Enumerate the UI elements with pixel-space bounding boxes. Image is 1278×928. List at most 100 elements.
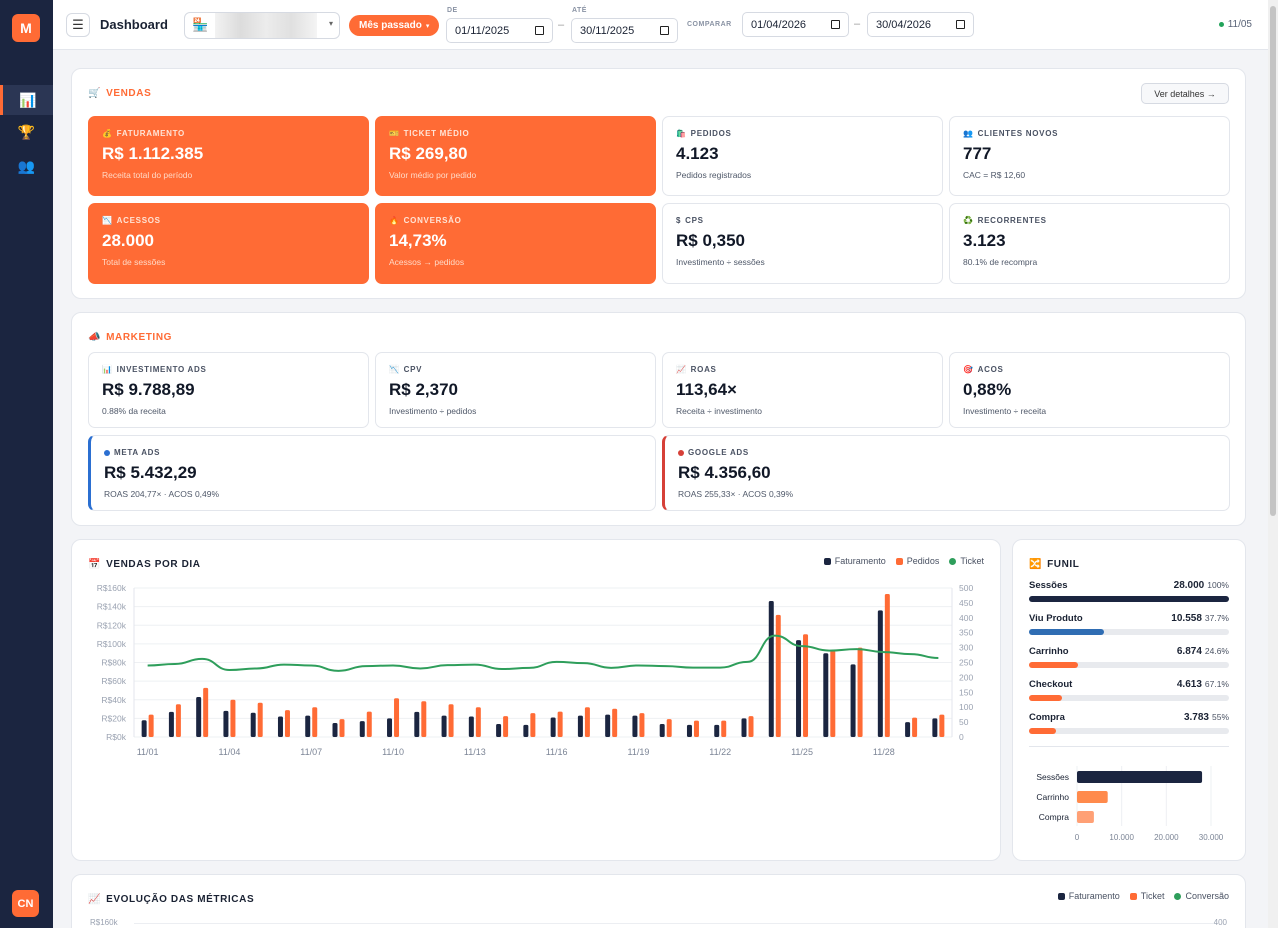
y-right-tick-label: 450	[959, 598, 973, 608]
compare-from-input[interactable]: 01/04/2026	[742, 12, 849, 37]
kpi-value: 4.123	[676, 144, 719, 163]
bar-faturamento	[277, 716, 283, 737]
x-tick-label: 11/28	[873, 747, 895, 757]
compare-separator: –	[854, 18, 861, 30]
funnel-step-count: 4.613	[1176, 679, 1202, 690]
kpi-subtitle: CAC = R$ 12,60	[963, 170, 1026, 180]
date-to-input[interactable]: 30/11/2025	[571, 18, 678, 43]
legend-pedidos[interactable]: Pedidos	[895, 556, 939, 566]
sidebar-item-dashboard[interactable]: 📊	[0, 85, 53, 115]
x-tick-label: 10.000	[1109, 833, 1134, 842]
bar-pedidos	[939, 714, 945, 737]
store-select[interactable]: 🏪 ▾	[184, 12, 340, 39]
view-details-button[interactable]: Ver detalhes →	[1141, 83, 1229, 104]
x-tick-label: 11/16	[546, 747, 568, 757]
bar-pedidos	[693, 720, 699, 737]
kpi-label-text: ACESSOS	[116, 216, 161, 225]
legend-ticket[interactable]: Ticket	[949, 556, 984, 566]
legend-ticket[interactable]: Ticket	[1129, 891, 1164, 901]
x-tick-label: 11/19	[628, 747, 650, 757]
funnel-bar	[1077, 811, 1094, 823]
period-button[interactable]: Mês passado ▾	[349, 15, 440, 36]
y-right-tick-label: 300	[959, 643, 973, 653]
scrollbar[interactable]	[1268, 0, 1278, 928]
kpi-label-text: META ADS	[114, 448, 161, 457]
kpi-pedidos[interactable]: 🛍️ PEDIDOS 4.123 Pedidos registrados	[662, 116, 943, 196]
user-avatar[interactable]: CN	[12, 890, 39, 917]
y-left-tick-label: R$60k	[101, 676, 126, 686]
funnel-step-name: Carrinho	[1029, 646, 1069, 657]
kpi-ticket-medio[interactable]: 🎫 TICKET MÉDIO R$ 269,80 Valor médio por …	[375, 116, 656, 196]
kpi-label: GOOGLE ADS	[678, 448, 1216, 457]
meta-dot-icon	[104, 449, 110, 456]
compare-to-input[interactable]: 30/04/2026	[867, 12, 974, 37]
kpi-cps[interactable]: $ CPS R$ 0,350 Investimento ÷ sessões	[662, 203, 943, 284]
date-to-value: 30/11/2025	[580, 24, 635, 37]
kpi-subtitle: ROAS 204,77× · ACOS 0,49%	[104, 489, 220, 499]
kpi-recorrentes[interactable]: ♻️ RECORRENTES 3.123 80.1% de recompra	[949, 203, 1230, 284]
kpi-subtitle: Acessos → pedidos	[389, 257, 465, 267]
bar-faturamento	[741, 718, 747, 737]
kpi-faturamento[interactable]: 💰 FATURAMENTO R$ 1.112.385 Receita total …	[88, 116, 369, 196]
funnel-bar	[1077, 791, 1108, 803]
kpi-conversao[interactable]: 🔥 CONVERSÃO 14,73% Acessos → pedidos	[375, 203, 656, 284]
divider	[1029, 746, 1229, 747]
meta-ads-card[interactable]: META ADS R$ 5.432,29 ROAS 204,77× · ACOS…	[88, 435, 656, 511]
legend-conversao[interactable]: Conversão	[1174, 891, 1229, 901]
funnel-step-pct: 100%	[1207, 580, 1229, 590]
scroll-thumb[interactable]	[1270, 6, 1276, 516]
kpi-investimento-ads[interactable]: 📊 INVESTIMENTO ADS R$ 9.788,89 0.88% da r…	[88, 352, 369, 428]
funil-title-text: FUNIL	[1047, 559, 1080, 570]
bar-faturamento	[468, 716, 474, 737]
status-indicator: 11/05	[1218, 19, 1252, 30]
kpi-label: $ CPS	[676, 216, 929, 225]
kpi-value: R$ 269,80	[389, 144, 468, 163]
bar-faturamento	[686, 724, 692, 737]
kpi-label-text: CONVERSÃO	[403, 216, 462, 225]
date-from-input[interactable]: 01/11/2025	[446, 18, 553, 43]
kpi-label: 🔥 CONVERSÃO	[389, 216, 642, 225]
bar-pedidos	[557, 711, 563, 737]
bar-pedidos	[503, 716, 509, 737]
legend-faturamento[interactable]: Faturamento	[823, 556, 886, 566]
funnel-track	[1029, 629, 1229, 635]
bar-pedidos	[666, 719, 672, 737]
kpi-acessos[interactable]: 📉 ACESSOS 28.000 Total de sessões	[88, 203, 369, 284]
x-tick-label: 11/01	[137, 747, 159, 757]
x-tick-label: 11/22	[709, 747, 731, 757]
y-left-tick-label: R$80k	[101, 658, 126, 668]
calendar-icon	[956, 20, 965, 29]
vendas-title: 🛒 VENDAS	[88, 88, 151, 99]
marketing-panel: 📣 MARKETING 📊 INVESTIMENTO ADS R$ 9.788,89…	[71, 312, 1246, 526]
bar-faturamento	[141, 720, 147, 737]
bar-pedidos	[366, 711, 372, 737]
sidebar-item-trophy[interactable]: 🏆	[0, 117, 53, 147]
kpi-subtitle: Total de sessões	[102, 257, 166, 267]
kpi-cpv[interactable]: 📉 CPV R$ 2,370 Investimento ÷ pedidos	[375, 352, 656, 428]
y-left-tick-label: R$120k	[97, 620, 127, 630]
funnel-track	[1029, 662, 1229, 668]
kpi-clientes-novos[interactable]: 👥 CLIENTES NOVOS 777 CAC = R$ 12,60	[949, 116, 1230, 196]
dollar-icon: $	[676, 216, 682, 225]
funil-title: 🔀 FUNIL	[1029, 559, 1080, 570]
funnel-bar-label: Carrinho	[1036, 792, 1069, 802]
kpi-label-text: PEDIDOS	[690, 129, 732, 138]
kpi-roas[interactable]: 📈 ROAS 113,64× Receita ÷ investimento	[662, 352, 943, 428]
app-logo[interactable]: M	[12, 14, 40, 42]
sidebar-item-users[interactable]: 👥	[0, 151, 53, 181]
bar-faturamento	[332, 723, 338, 737]
bar-pedidos	[884, 593, 890, 737]
legend-label: Faturamento	[834, 556, 886, 566]
kpi-label: 👥 CLIENTES NOVOS	[963, 129, 1216, 138]
kpi-acos[interactable]: 🎯 ACOS 0,88% Investimento ÷ receita	[949, 352, 1230, 428]
google-ads-card[interactable]: GOOGLE ADS R$ 4.356,60 ROAS 255,33× · AC…	[662, 435, 1230, 511]
legend-faturamento[interactable]: Faturamento	[1057, 891, 1120, 901]
bar-pedidos	[775, 614, 781, 737]
bar-faturamento	[223, 710, 229, 737]
bar-faturamento	[414, 711, 420, 737]
menu-button[interactable]: ☰	[66, 13, 90, 37]
kpi-subtitle: Valor médio por pedido	[389, 170, 477, 180]
bar-pedidos	[203, 687, 209, 737]
bar-pedidos	[830, 650, 836, 737]
bar-faturamento	[577, 715, 583, 737]
